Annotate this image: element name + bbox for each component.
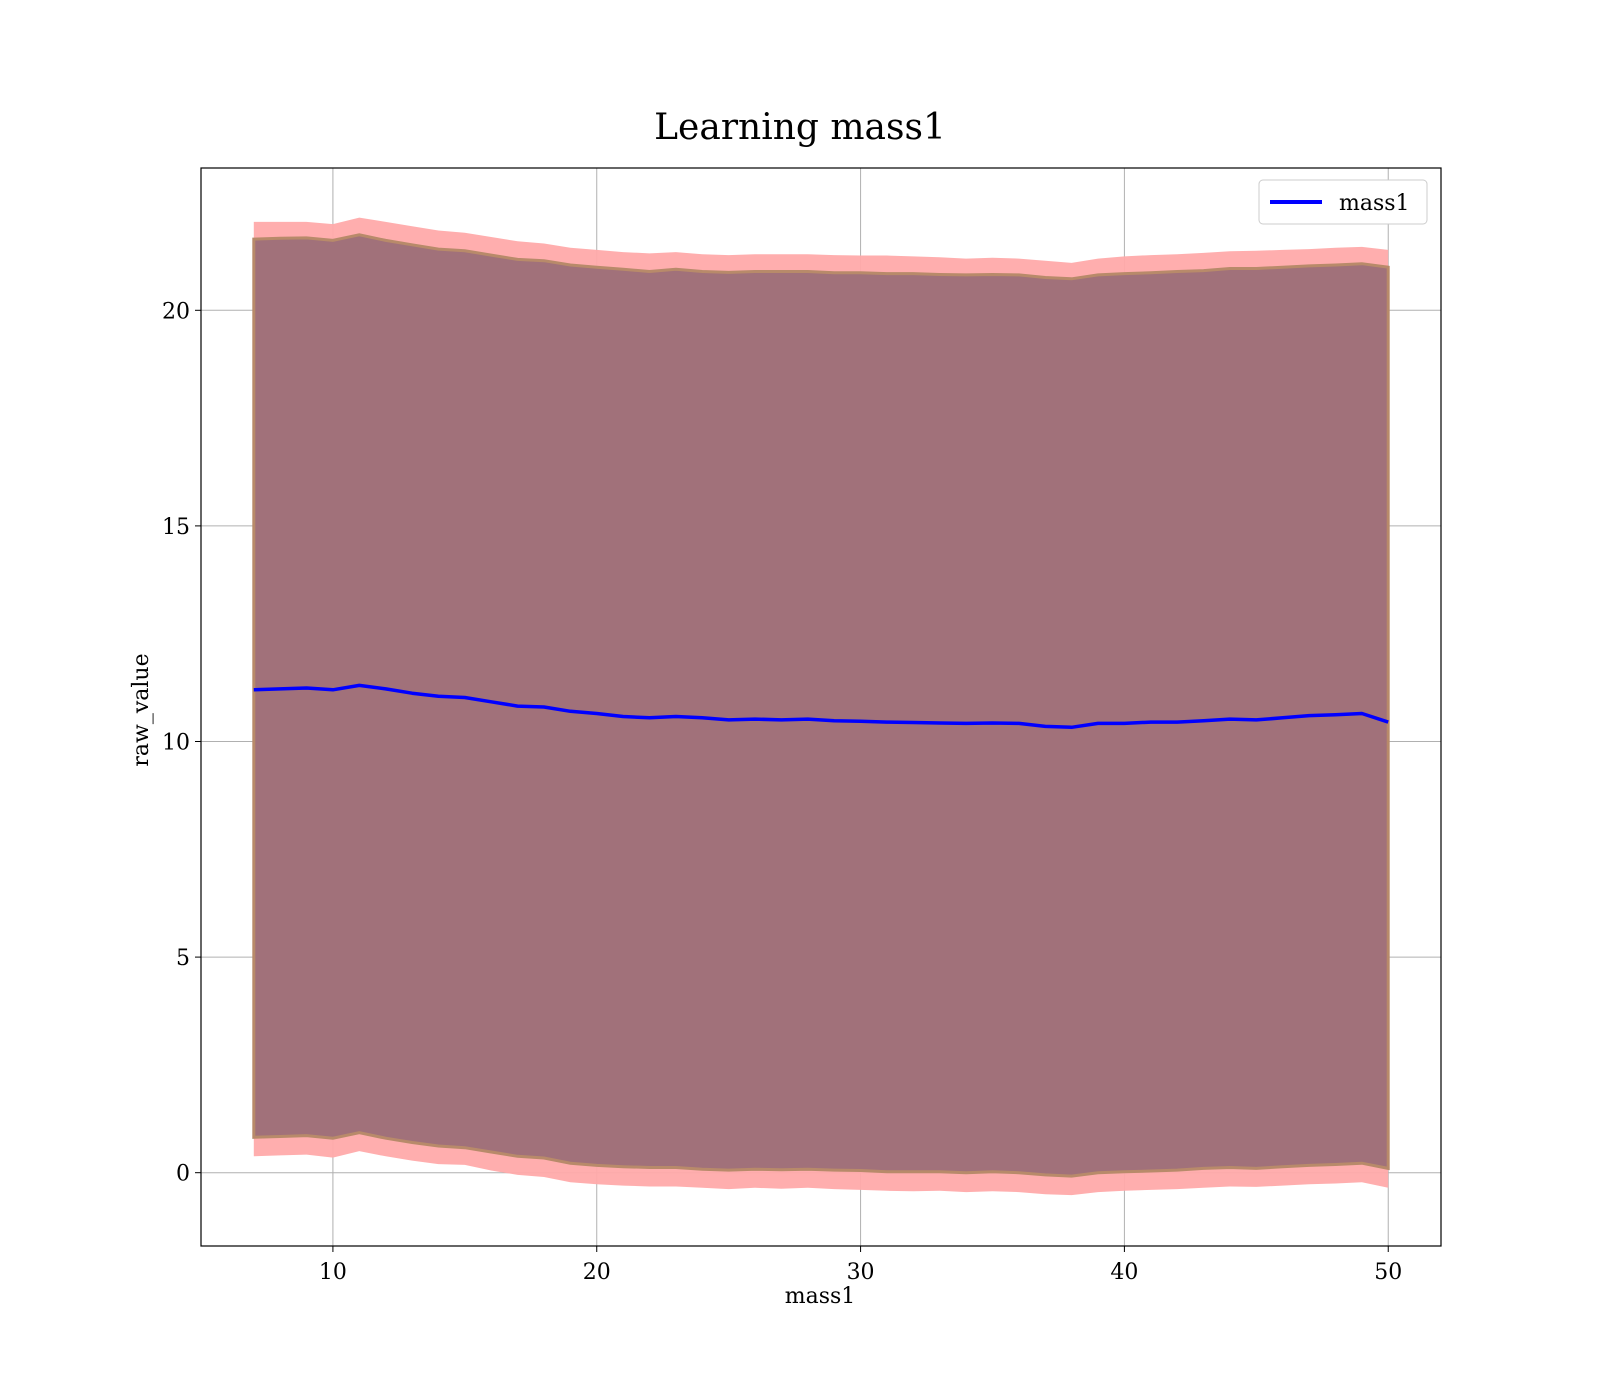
y-tick-label-20: 20 xyxy=(162,299,190,324)
confidence-bands xyxy=(252,217,1390,1196)
series-line-0 xyxy=(253,683,1389,730)
y-axis-label: raw_value xyxy=(129,653,154,766)
series-lines xyxy=(253,683,1389,730)
y-tick-label-5: 5 xyxy=(176,946,190,971)
x-axis-label: mass1 xyxy=(785,1284,856,1309)
chart-title: Learning mass1 xyxy=(654,107,946,148)
y-axis-ticks: 0 5 10 15 20 xyxy=(162,299,201,1187)
x-tick-label-40: 40 xyxy=(1110,1260,1138,1285)
band-inner xyxy=(252,233,1390,1178)
legend: mass1 xyxy=(1258,179,1428,225)
y-tick-label-15: 15 xyxy=(162,515,190,540)
x-tick-label-20: 20 xyxy=(583,1260,611,1285)
x-axis-ticks: 10 20 30 40 50 xyxy=(319,1246,1402,1285)
legend-box xyxy=(1258,179,1428,225)
legend-label: mass1 xyxy=(1339,191,1410,216)
x-tick-label-30: 30 xyxy=(847,1260,875,1285)
y-tick-label-0: 0 xyxy=(176,1162,190,1187)
plot-frame xyxy=(200,167,1442,1247)
x-tick-label-10: 10 xyxy=(319,1260,347,1285)
y-tick-label-10: 10 xyxy=(162,730,190,755)
x-tick-label-50: 50 xyxy=(1374,1260,1402,1285)
